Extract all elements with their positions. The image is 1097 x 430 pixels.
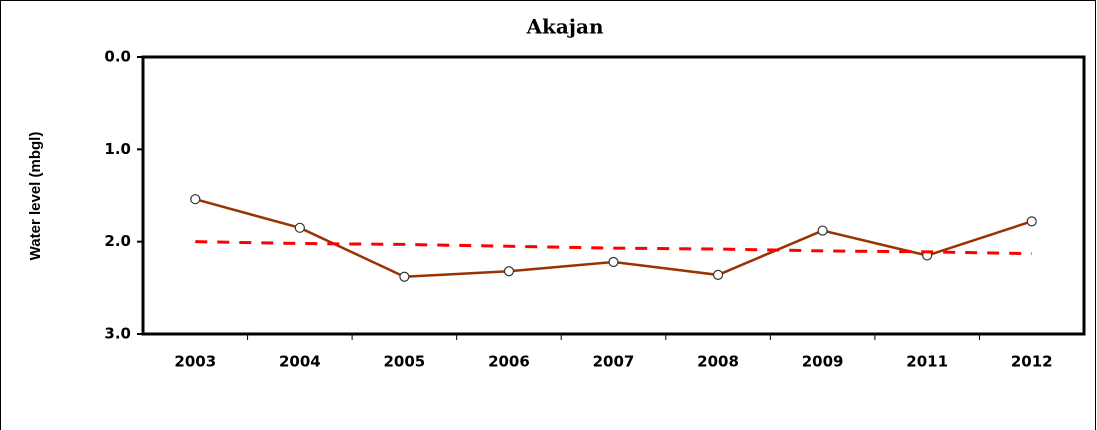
data-point xyxy=(399,271,410,282)
data-point xyxy=(1026,216,1037,227)
data-point xyxy=(503,266,515,277)
data-point xyxy=(608,256,619,268)
x-tick-label: 2004 xyxy=(279,353,321,371)
x-tick-label: 2008 xyxy=(697,353,739,371)
chart-title: Akajan xyxy=(525,15,604,39)
data-point xyxy=(190,194,201,205)
x-tick-label: 2011 xyxy=(906,353,948,371)
y-tick-label: 3.0 xyxy=(104,325,131,343)
data-point xyxy=(294,222,305,233)
x-tick-label: 2009 xyxy=(802,353,844,371)
y-tick-label: 0.0 xyxy=(104,48,131,66)
x-tick-label: 2007 xyxy=(593,353,635,371)
x-tick-label: 2012 xyxy=(1011,353,1053,371)
plot-area xyxy=(141,55,1086,336)
y-tick-label: 1.0 xyxy=(104,140,131,158)
data-point xyxy=(817,225,828,236)
x-tick-label: 2005 xyxy=(384,353,426,371)
x-tick-label: 2003 xyxy=(174,353,216,371)
data-point xyxy=(712,269,724,281)
x-tick-label: 2006 xyxy=(488,353,530,371)
y-axis-label: Water level (mbgl) xyxy=(27,132,44,261)
y-tick-label: 2.0 xyxy=(104,232,131,250)
series-line xyxy=(195,240,1032,256)
